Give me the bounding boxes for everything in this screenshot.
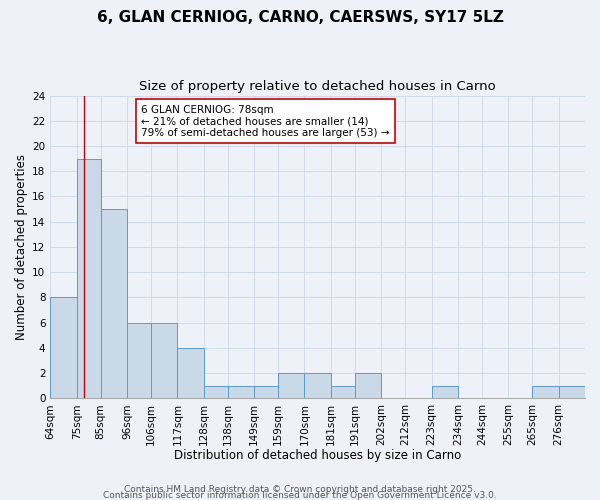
Bar bbox=[77, 158, 101, 398]
Bar bbox=[178, 348, 204, 399]
Bar bbox=[355, 373, 381, 398]
Text: Contains public sector information licensed under the Open Government Licence v3: Contains public sector information licen… bbox=[103, 490, 497, 500]
Bar bbox=[304, 373, 331, 398]
Bar bbox=[559, 386, 585, 398]
Bar bbox=[204, 386, 228, 398]
Bar bbox=[254, 386, 278, 398]
Text: Contains HM Land Registry data © Crown copyright and database right 2025.: Contains HM Land Registry data © Crown c… bbox=[124, 484, 476, 494]
Text: 6, GLAN CERNIOG, CARNO, CAERSWS, SY17 5LZ: 6, GLAN CERNIOG, CARNO, CAERSWS, SY17 5L… bbox=[97, 10, 503, 25]
Bar bbox=[151, 322, 178, 398]
Bar bbox=[532, 386, 559, 398]
Bar bbox=[127, 322, 151, 398]
Bar bbox=[278, 373, 304, 398]
Bar bbox=[101, 209, 127, 398]
Bar bbox=[431, 386, 458, 398]
X-axis label: Distribution of detached houses by size in Carno: Distribution of detached houses by size … bbox=[174, 450, 461, 462]
Text: 6 GLAN CERNIOG: 78sqm
← 21% of detached houses are smaller (14)
79% of semi-deta: 6 GLAN CERNIOG: 78sqm ← 21% of detached … bbox=[141, 104, 389, 138]
Y-axis label: Number of detached properties: Number of detached properties bbox=[15, 154, 28, 340]
Bar bbox=[228, 386, 254, 398]
Bar bbox=[331, 386, 355, 398]
Bar bbox=[50, 298, 77, 398]
Title: Size of property relative to detached houses in Carno: Size of property relative to detached ho… bbox=[139, 80, 496, 93]
